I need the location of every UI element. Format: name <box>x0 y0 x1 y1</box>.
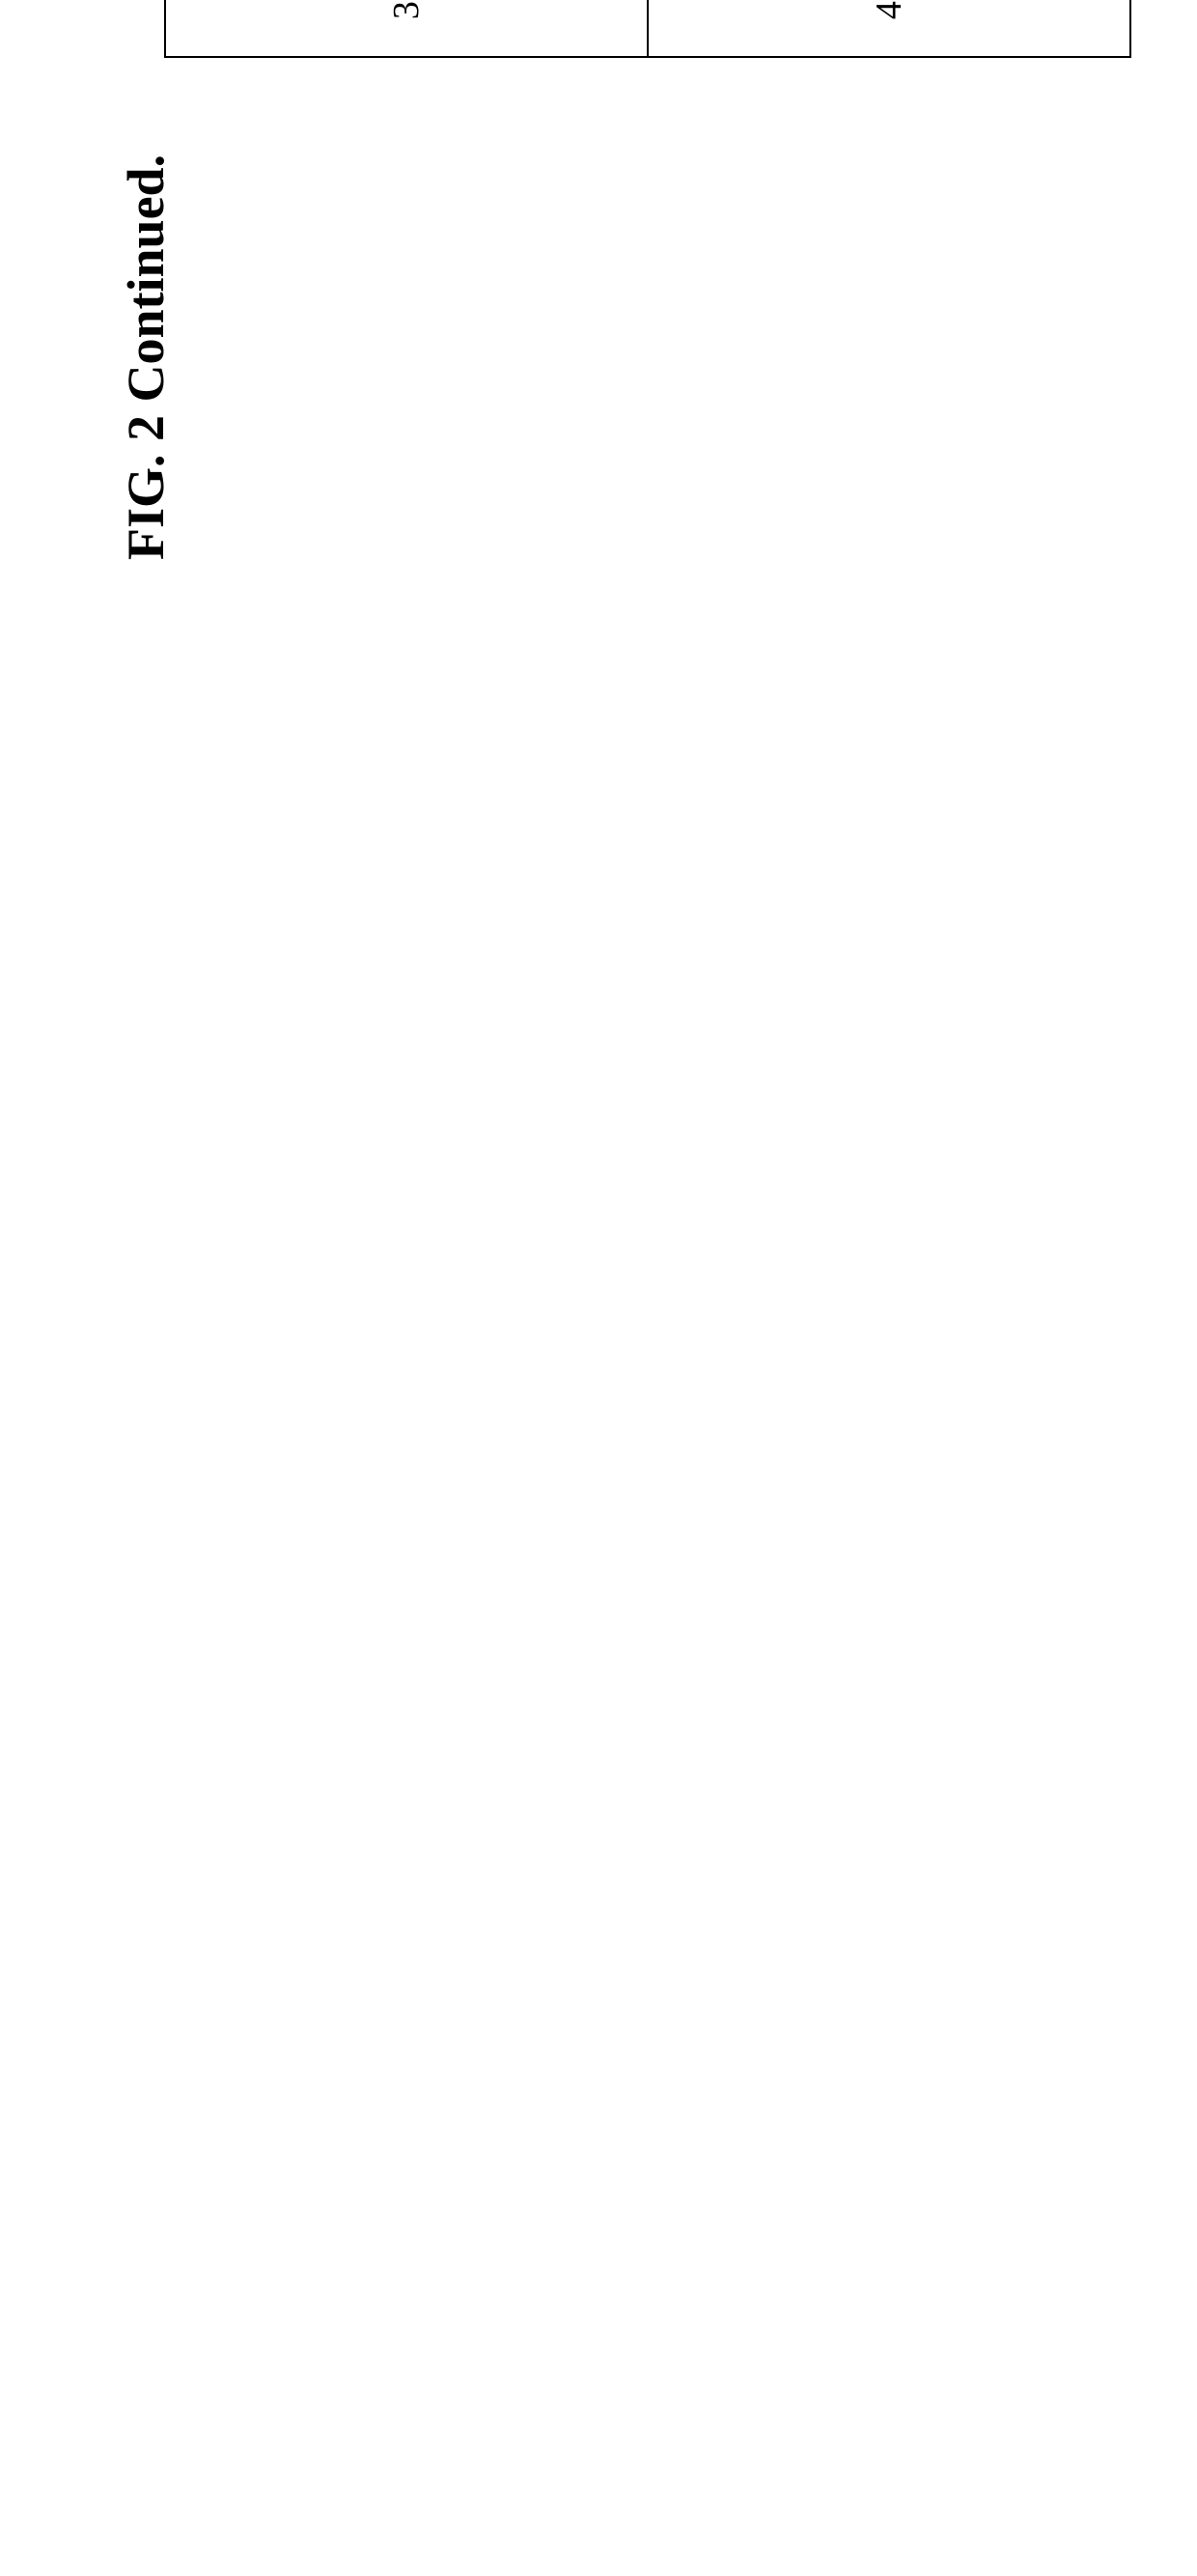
data-table: 3 [chemical structure drawing — compound… <box>164 0 1131 58</box>
table-row: 3 [chemical structure drawing — compound… <box>165 0 648 57</box>
figure-title: FIG. 2 Continued. <box>116 154 176 560</box>
cell-index: 3 <box>165 0 648 57</box>
page: FIG. 2 Continued. 3 [chemical structure … <box>0 0 1197 2576</box>
cell-index: 4 <box>648 0 1130 57</box>
data-table-wrap: 3 [chemical structure drawing — compound… <box>164 0 1131 58</box>
table-row: 4 [chemical structure drawing — compound… <box>648 0 1130 57</box>
